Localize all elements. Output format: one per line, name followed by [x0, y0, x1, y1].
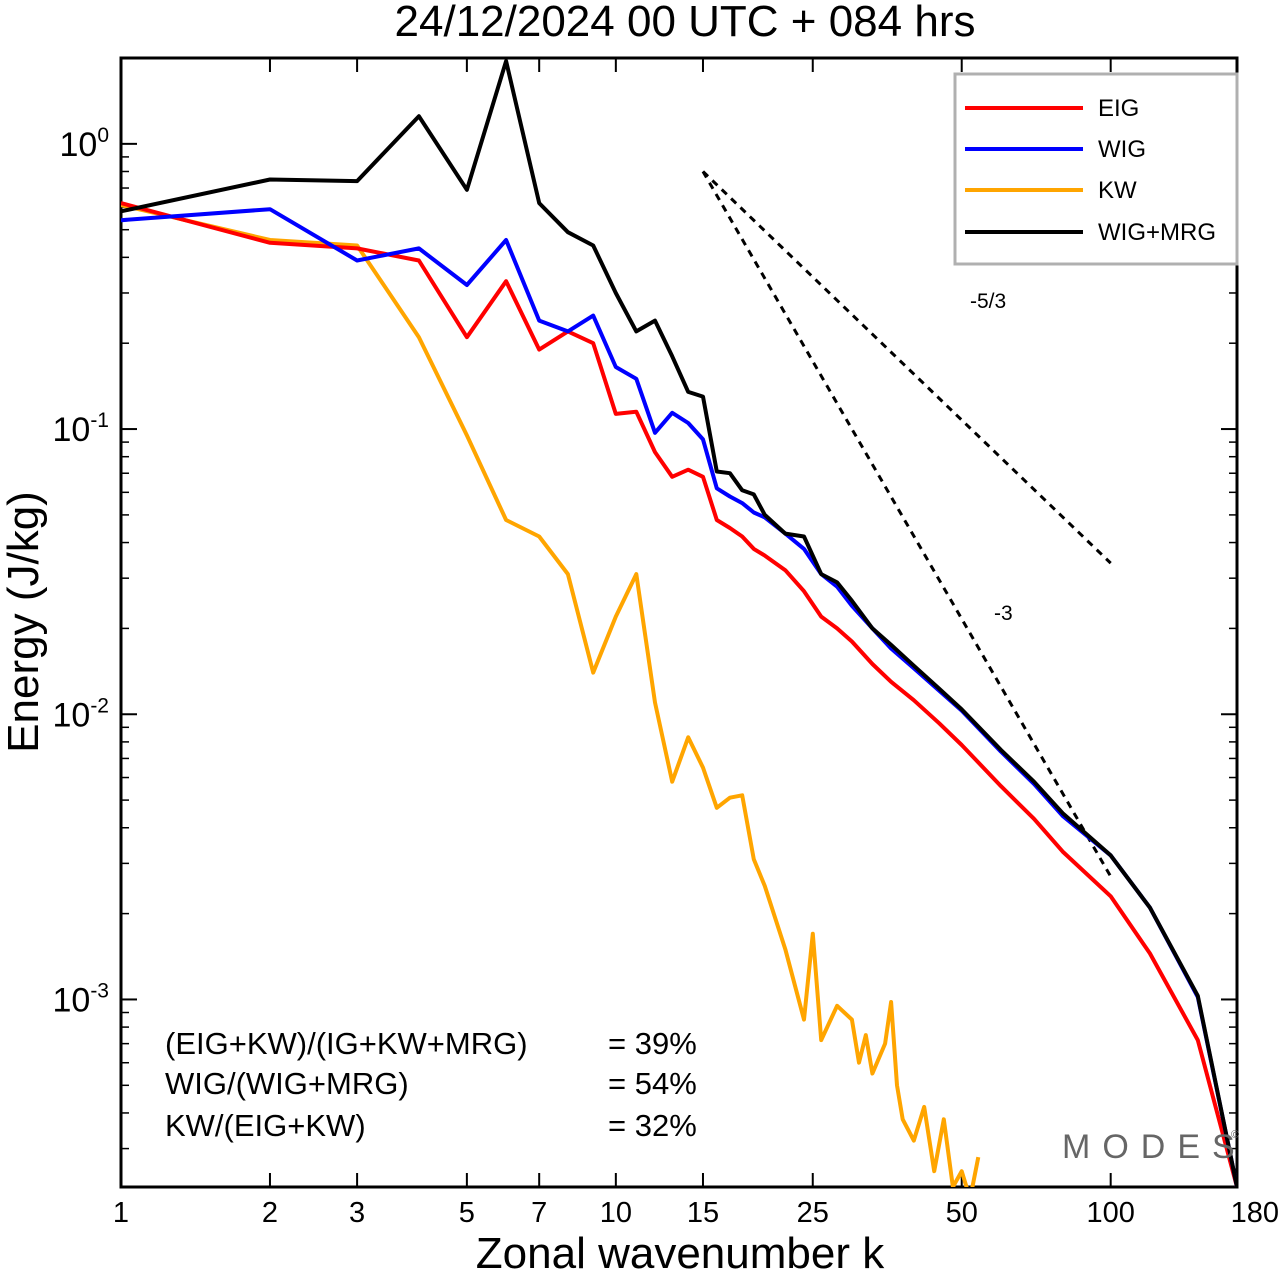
legend-label-wig: WIG	[1098, 136, 1146, 163]
legend-label-kw: KW	[1098, 177, 1137, 204]
series-line-kw	[121, 203, 981, 1187]
slope-label-minus-5-3: -5/3	[970, 290, 1006, 313]
slope-label-minus-3: -3	[994, 602, 1013, 625]
ratio-label-eig-kw: (EIG+KW)/(IG+KW+MRG)	[165, 1026, 528, 1061]
x-tick-label-15: 15	[687, 1197, 719, 1229]
legend-label-wig-mrg: WIG+MRG	[1098, 219, 1216, 246]
data-series	[121, 59, 1237, 1187]
ratio-value-kw: = 32%	[608, 1108, 697, 1143]
series-line-wig-mrg	[121, 59, 1237, 1187]
chart-title: 24/12/2024 00 UTC + 084 hrs	[395, 0, 976, 46]
reference-line-1	[701, 170, 1112, 878]
y-tick-label--3: 10-3	[52, 979, 109, 1019]
x-tick-label-25: 25	[797, 1197, 829, 1229]
x-tick-label-5: 5	[459, 1197, 475, 1229]
y-tick-label--2: 10-2	[52, 694, 109, 734]
x-axis-ticks: 1 2 3 5 7 10 15 25 50 100 180	[113, 58, 1279, 1229]
ratio-label-kw: KW/(EIG+KW)	[165, 1108, 366, 1143]
y-axis-label: Energy (J/kg)	[0, 491, 48, 753]
x-tick-label-10: 10	[600, 1197, 632, 1229]
copyright-mark: ©	[1231, 1129, 1239, 1141]
x-tick-label-100: 100	[1086, 1197, 1134, 1229]
x-tick-label-2: 2	[262, 1197, 278, 1229]
legend-label-eig: EIG	[1098, 95, 1139, 122]
y-tick-label--1: 10-1	[52, 409, 109, 449]
y-axis-ticks: 100 10-1 10-2 10-3	[52, 124, 1237, 1019]
reference-line-0	[701, 170, 1112, 565]
series-line-eig	[121, 201, 1237, 1187]
ratio-value-wig: = 54%	[608, 1066, 697, 1101]
x-tick-label-50: 50	[946, 1197, 978, 1229]
x-tick-label-7: 7	[531, 1197, 547, 1229]
legend: EIG WIG KW WIG+MRG	[953, 72, 1239, 266]
y-tick-label-0: 100	[59, 124, 109, 164]
ratio-value-eig-kw: = 39%	[608, 1026, 697, 1061]
reference-slope-lines	[701, 170, 1112, 878]
ratio-annotations: (EIG+KW)/(IG+KW+MRG) = 39% WIG/(WIG+MRG)…	[165, 1026, 697, 1143]
x-tick-label-1: 1	[113, 1197, 129, 1229]
ratio-label-wig: WIG/(WIG+MRG)	[165, 1066, 409, 1101]
modes-watermark: MODES	[1062, 1128, 1247, 1166]
plot-frame	[119, 56, 1239, 1189]
x-axis-label: Zonal wavenumber k	[476, 1229, 885, 1278]
x-tick-label-3: 3	[349, 1197, 365, 1229]
x-tick-label-180: 180	[1231, 1197, 1279, 1229]
y-minor-ticks	[121, 57, 1237, 1150]
